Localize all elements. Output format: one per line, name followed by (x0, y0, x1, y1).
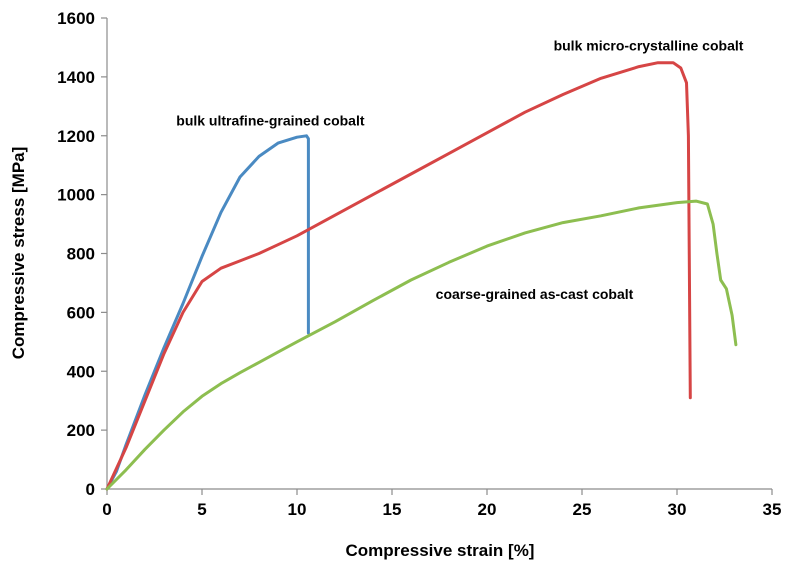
x-tick-label: 20 (478, 500, 497, 519)
x-tick-label: 0 (102, 500, 111, 519)
series-line-bulk-micro-crystalline-cobalt (105, 61, 692, 491)
x-tick-label: 5 (197, 500, 206, 519)
y-axis-title: Compressive stress [MPa] (9, 147, 28, 360)
y-tick-label: 1000 (57, 186, 95, 205)
x-tick-label: 15 (383, 500, 402, 519)
y-tick-label: 1600 (57, 9, 95, 28)
y-tick-label: 0 (86, 480, 95, 499)
x-axis-title: Compressive strain [%] (346, 541, 535, 560)
axes: 0 200 400 600 800 1000 1200 1400 1600 0 5 10 15 20 25 3… (57, 9, 781, 519)
x-tick-label: 25 (573, 500, 592, 519)
y-tick-label: 400 (67, 362, 95, 381)
annotation-layer: bulk micro-crystalline cobalt bulk ultraf… (176, 37, 743, 302)
y-tick-label: 800 (67, 245, 95, 264)
series-annotation: bulk micro-crystalline cobalt (554, 37, 744, 53)
x-tick-label: 35 (763, 500, 782, 519)
series-line-bulk-ultrafine-grained-cobalt (105, 134, 310, 491)
x-tick-label: 10 (288, 500, 307, 519)
series-annotation: coarse-grained as-cast cobalt (436, 286, 634, 302)
series-line-coarse-grained-as-cast-cobalt (105, 199, 738, 491)
y-tick-label: 600 (67, 303, 95, 322)
y-tick-label: 1200 (57, 127, 95, 146)
series-annotation: bulk ultrafine-grained cobalt (176, 112, 365, 128)
y-tick-label: 1400 (57, 68, 95, 87)
series-layer (105, 61, 738, 491)
x-tick-label: 30 (668, 500, 687, 519)
y-tick-label: 200 (67, 421, 95, 440)
